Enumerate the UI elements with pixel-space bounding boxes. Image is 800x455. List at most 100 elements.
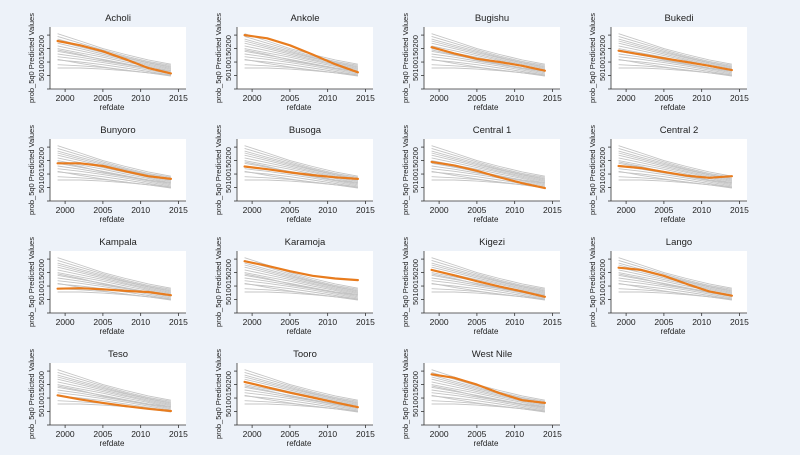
background-series-line — [431, 262, 545, 291]
background-series-line — [431, 374, 545, 403]
panel-bugishu: Bugishu 2000 2005 2010 2015 refdate 5010015020… — [401, 13, 562, 112]
background-series-line — [244, 272, 358, 296]
x-tick-label: 2005 — [93, 93, 112, 103]
background-series-line — [57, 145, 171, 177]
y-axis-title: prob_5q0 Predicted Values — [401, 237, 410, 327]
y-tick-labels: 50100150200 — [411, 35, 420, 81]
x-tick-label: 2015 — [356, 429, 375, 439]
background-series-line — [244, 280, 358, 299]
background-series-line — [618, 280, 732, 299]
background-series-line — [57, 259, 171, 290]
background-series-line — [57, 280, 171, 299]
highlight-series-line — [430, 46, 547, 72]
panel-ankole: Ankole 2000 2005 2010 2015 refdate 50100150200… — [214, 13, 375, 112]
panel-title: Central 2 — [660, 125, 699, 136]
x-tick-label: 2010 — [131, 205, 150, 215]
background-series-line — [431, 389, 545, 410]
x-axis-title: refdate — [100, 215, 125, 224]
x-tick-label: 2005 — [280, 205, 299, 215]
background-series-line — [431, 53, 545, 74]
panel-central-2: Central 2 2000 2005 2010 2015 refdate 50100150… — [588, 125, 749, 224]
x-tick-label: 2010 — [505, 205, 524, 215]
x-tick-label: 2015 — [356, 317, 375, 327]
background-series-line — [244, 395, 358, 412]
x-axis-title: refdate — [287, 327, 312, 336]
background-series-line — [244, 53, 358, 74]
x-tick-label: 2000 — [617, 205, 636, 215]
x-tick-label: 2000 — [243, 205, 262, 215]
y-tick-labels: 50100150200 — [37, 259, 46, 305]
panel-kampala: Kampala 2000 2005 2010 2015 refdate 5010015020… — [27, 237, 188, 336]
x-tick-label: 2010 — [131, 93, 150, 103]
x-tick-label: 2015 — [169, 205, 188, 215]
background-series-line — [244, 40, 358, 68]
background-series-line — [57, 147, 171, 178]
background-series-line — [244, 170, 358, 188]
y-tick-labels: 50100150200 — [224, 147, 233, 193]
x-tick-label: 2005 — [467, 429, 486, 439]
background-series-line — [618, 277, 732, 298]
y-tick-labels: 50100150200 — [224, 371, 233, 417]
x-tick-label: 2010 — [131, 317, 150, 327]
panel-kigezi: Kigezi 2000 2005 2010 2015 refdate 50100150200… — [401, 237, 562, 336]
background-series-line — [618, 262, 732, 291]
background-series-line — [57, 168, 171, 187]
y-tick-labels: 50100150200 — [598, 147, 607, 193]
background-series-line — [57, 157, 171, 183]
background-series-line — [431, 394, 545, 412]
x-tick-label: 2010 — [318, 317, 337, 327]
background-series-line — [57, 257, 171, 289]
background-series-line — [618, 33, 732, 65]
panel-title: Kampala — [99, 237, 137, 248]
y-tick-labels: 50100150200 — [37, 371, 46, 417]
background-series-line — [431, 283, 545, 300]
background-series-line — [244, 38, 358, 67]
highlight-series-line — [617, 164, 734, 179]
background-series-line — [618, 269, 732, 295]
background-series-line — [431, 150, 545, 179]
x-tick-label: 2015 — [730, 93, 749, 103]
panel-west-nile: West Nile 2000 2005 2010 2015 refdate 50100150… — [401, 349, 562, 448]
background-series-line — [57, 371, 171, 402]
y-tick-labels: 50100150200 — [411, 147, 420, 193]
x-tick-label: 2005 — [93, 317, 112, 327]
background-series-line — [244, 56, 358, 75]
x-tick-label: 2005 — [93, 205, 112, 215]
background-series-line — [57, 385, 171, 408]
background-series-line — [244, 378, 358, 405]
highlight-series-line — [243, 165, 359, 180]
y-axis-title: prob_5q0 Predicted Values — [27, 13, 36, 103]
background-series-line — [431, 385, 545, 408]
background-series-line — [244, 371, 358, 402]
highlight-series-line — [430, 160, 547, 190]
background-series-line — [244, 58, 358, 76]
background-series-line — [244, 283, 358, 300]
background-series-line — [618, 259, 732, 290]
y-tick-labels: 50100150200 — [598, 35, 607, 81]
background-series-line — [431, 154, 545, 181]
background-series-line — [244, 35, 358, 66]
background-series-line — [431, 38, 545, 67]
background-series-line — [618, 147, 732, 178]
x-axis-title: refdate — [474, 327, 499, 336]
background-series-line — [431, 282, 545, 300]
x-tick-label: 2000 — [430, 429, 449, 439]
y-tick-labels: 50100150200 — [598, 259, 607, 305]
x-axis-title: refdate — [474, 103, 499, 112]
x-tick-label: 2015 — [730, 205, 749, 215]
x-tick-label: 2005 — [93, 429, 112, 439]
panel-title: Teso — [108, 349, 128, 360]
background-series-line — [57, 58, 171, 76]
background-series-line — [57, 392, 171, 411]
background-series-line — [244, 374, 358, 403]
panel-karamoja: Karamoja 2000 2005 2010 2015 refdate 501001502… — [214, 237, 375, 336]
x-tick-label: 2005 — [467, 93, 486, 103]
background-series-line — [431, 59, 545, 76]
background-series-line — [431, 266, 545, 293]
y-axis-title: prob_5q0 Predicted Values — [401, 13, 410, 103]
panel-bukedi: Bukedi 2000 2005 2010 2015 refdate 50100150200… — [588, 13, 749, 112]
background-series-line — [244, 392, 358, 411]
y-axis-title: prob_5q0 Predicted Values — [401, 125, 410, 215]
background-series-line — [244, 389, 358, 410]
background-series-line — [244, 273, 358, 296]
